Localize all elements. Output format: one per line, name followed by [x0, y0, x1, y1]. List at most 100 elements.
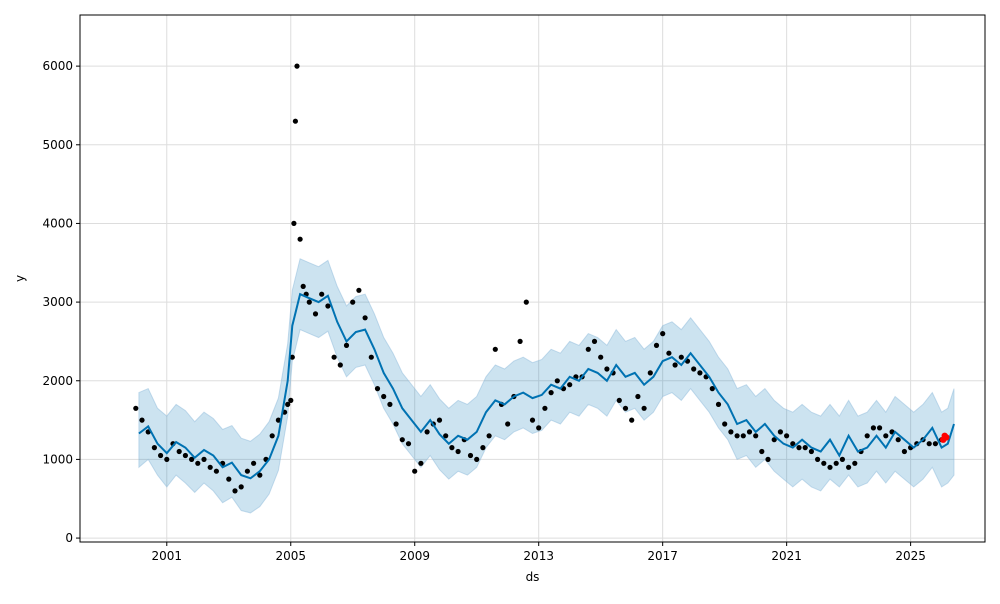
observed-point: [374, 386, 381, 392]
observed-point: [877, 425, 883, 431]
x-tick-label: 2021: [771, 549, 802, 563]
observed-point: [238, 484, 244, 490]
observed-point: [418, 460, 424, 466]
y-tick-label: 6000: [42, 59, 73, 73]
uncertainty-band: [138, 258, 955, 514]
observed-point: [399, 437, 405, 443]
observed-point: [331, 354, 337, 360]
observed-point: [285, 401, 291, 407]
observed-point: [164, 456, 170, 462]
observed-point: [895, 437, 901, 443]
observed-point: [176, 448, 182, 455]
forecast-line-layer: [138, 292, 955, 480]
observed-point: [213, 468, 219, 474]
observed-point: [368, 354, 374, 360]
observed-point: [585, 346, 591, 352]
observed-point: [257, 472, 263, 478]
observed-point: [269, 433, 275, 439]
observed-point: [449, 445, 455, 451]
observed-point: [746, 429, 753, 435]
observed-point: [926, 441, 932, 447]
observed-point: [883, 433, 889, 439]
observed-point: [839, 456, 846, 462]
observed-point: [393, 421, 399, 427]
observed-point: [691, 366, 697, 372]
observed-point: [647, 370, 653, 376]
observed-point: [740, 433, 746, 439]
observed-point: [381, 393, 387, 400]
observed-point: [275, 417, 281, 423]
observed-point: [505, 421, 511, 427]
observed-point: [827, 464, 833, 470]
observed-point: [542, 405, 548, 411]
observed-point: [151, 445, 157, 451]
observed-point: [660, 331, 666, 337]
observed-point: [616, 397, 622, 403]
observed-point: [759, 448, 765, 455]
y-tick-label: 4000: [42, 216, 73, 230]
observed-point: [294, 63, 300, 69]
observed-point: [697, 370, 703, 376]
y-axis-ticks: 0 1000 2000 3000 4000 5000 6000: [42, 59, 80, 545]
observed-point: [604, 366, 610, 372]
observed-point: [207, 464, 213, 470]
observed-point: [715, 401, 722, 407]
observed-point: [455, 448, 461, 455]
observed-point: [802, 445, 808, 451]
observed-point: [362, 315, 368, 321]
observed-point: [672, 362, 678, 368]
observed-point: [901, 448, 908, 455]
grid-lines: [80, 15, 985, 542]
observed-point: [653, 342, 660, 348]
observed-point: [536, 425, 542, 431]
observed-point: [846, 464, 852, 470]
observed-point: [139, 417, 145, 423]
observed-point: [833, 460, 839, 466]
observed-point: [291, 220, 297, 226]
y-axis-label: y: [13, 275, 27, 282]
observed-point: [784, 433, 790, 439]
observed-point: [467, 452, 474, 459]
observed-point: [412, 468, 418, 474]
observed-point: [635, 393, 641, 400]
observed-point: [870, 425, 877, 431]
y-tick-label: 3000: [42, 295, 73, 309]
observed-point: [771, 437, 777, 443]
y-tick-label: 2000: [42, 374, 73, 388]
observed-point: [387, 401, 393, 407]
observed-point: [182, 452, 188, 459]
observed-point: [709, 386, 715, 392]
observed-point: [753, 433, 759, 439]
observed-point: [678, 354, 684, 360]
observed-point: [474, 456, 480, 462]
observed-point: [356, 287, 362, 293]
observed-point: [306, 299, 312, 305]
observed-point: [864, 433, 870, 439]
observed-point: [480, 445, 486, 451]
observed-point: [300, 283, 306, 289]
observed-point: [405, 441, 412, 447]
observed-point: [288, 397, 294, 403]
x-tick-label: 2013: [523, 549, 554, 563]
observed-point: [343, 342, 350, 348]
observed-point: [815, 456, 821, 462]
observed-point: [158, 452, 164, 459]
observed-point: [226, 476, 232, 482]
observed-point: [821, 460, 827, 466]
observed-point: [777, 429, 784, 435]
observed-point: [790, 441, 796, 447]
forecast-line: [138, 292, 955, 480]
observed-point: [292, 118, 298, 124]
observed-point: [244, 468, 250, 474]
observed-point: [443, 433, 449, 439]
x-tick-label: 2005: [275, 549, 306, 563]
observed-point: [133, 405, 139, 411]
y-tick-label: 1000: [42, 452, 73, 466]
observed-point: [195, 460, 201, 466]
observed-point: [337, 362, 343, 368]
observed-point: [232, 488, 238, 494]
observed-point: [548, 390, 554, 396]
observed-point: [436, 417, 443, 423]
observed-point: [796, 445, 802, 451]
